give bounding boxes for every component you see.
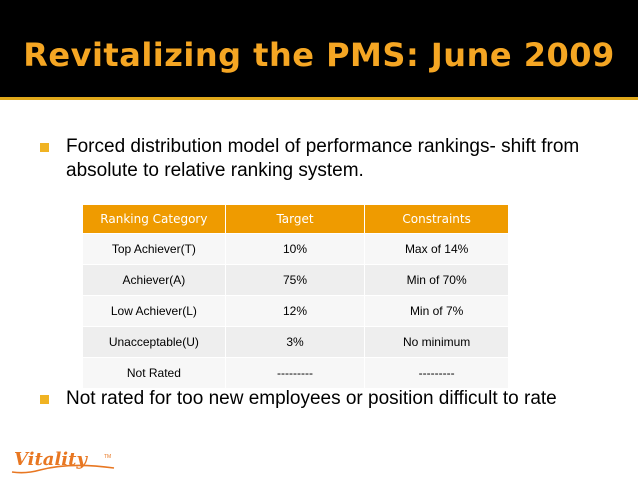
header-constraints: Constraints: [364, 204, 509, 234]
table-row: Top Achiever(T) 10% Max of 14%: [82, 233, 509, 265]
logo-tm: TM: [104, 454, 111, 460]
vitality-logo-icon: Vitality TM: [11, 449, 115, 474]
logo-text: Vitality: [14, 449, 88, 470]
ranking-table: Ranking Category Target Constraints Top …: [82, 204, 509, 389]
table-row: Achiever(A) 75% Min of 70%: [82, 264, 509, 296]
cell-constraint: Min of 70%: [364, 264, 509, 296]
table-row: Not Rated --------- ---------: [82, 357, 509, 389]
cell-category: Not Rated: [82, 357, 226, 389]
bullet-2: Not rated for too new employees or posit…: [40, 387, 630, 411]
cell-category: Low Achiever(L): [82, 295, 226, 327]
cell-constraint: Max of 14%: [364, 233, 509, 265]
cell-constraint: No minimum: [364, 326, 509, 358]
cell-constraint: ---------: [364, 357, 509, 389]
cell-target: 3%: [224, 326, 366, 358]
header-target: Target: [224, 204, 366, 234]
bullet-1-text: Forced distribution model of performance…: [66, 136, 580, 181]
cell-category: Achiever(A): [82, 264, 226, 296]
cell-category: Top Achiever(T): [82, 233, 226, 265]
cell-constraint: Min of 7%: [364, 295, 509, 327]
cell-category: Unacceptable(U): [82, 326, 226, 358]
header-ranking-category: Ranking Category: [82, 204, 226, 234]
title-underline: [0, 97, 638, 100]
slide-title: Revitalizing the PMS: June 2009: [23, 36, 615, 74]
cell-target: 75%: [224, 264, 366, 296]
table-row: Unacceptable(U) 3% No minimum: [82, 326, 509, 358]
cell-target: ---------: [224, 357, 366, 389]
bullet-marker-icon: [40, 143, 49, 152]
table-header-row: Ranking Category Target Constraints: [82, 204, 509, 234]
bullet-1: Forced distribution model of performance…: [40, 135, 630, 183]
title-bar: Revitalizing the PMS: June 2009: [0, 0, 638, 100]
cell-target: 10%: [224, 233, 366, 265]
bullet-marker-icon: [40, 395, 49, 404]
table-row: Low Achiever(L) 12% Min of 7%: [82, 295, 509, 327]
cell-target: 12%: [224, 295, 366, 327]
bullet-2-text: Not rated for too new employees or posit…: [66, 388, 557, 409]
